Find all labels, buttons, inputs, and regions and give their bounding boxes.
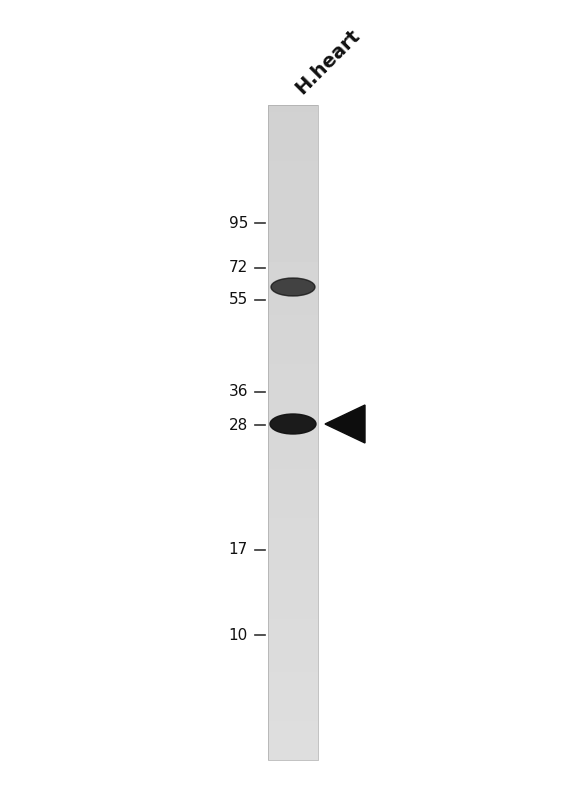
Text: 17: 17 [229,542,248,558]
Bar [268,105,318,760]
Text: 95: 95 [229,215,248,230]
Text: 10: 10 [229,627,248,642]
Text: 28: 28 [229,418,248,433]
Text: 55: 55 [229,293,248,307]
Polygon shape [325,405,365,443]
Ellipse shape [271,278,315,296]
Text: 72: 72 [229,261,248,275]
Text: H.heart: H.heart [292,26,364,98]
Ellipse shape [270,414,316,434]
Text: 36: 36 [228,385,248,399]
